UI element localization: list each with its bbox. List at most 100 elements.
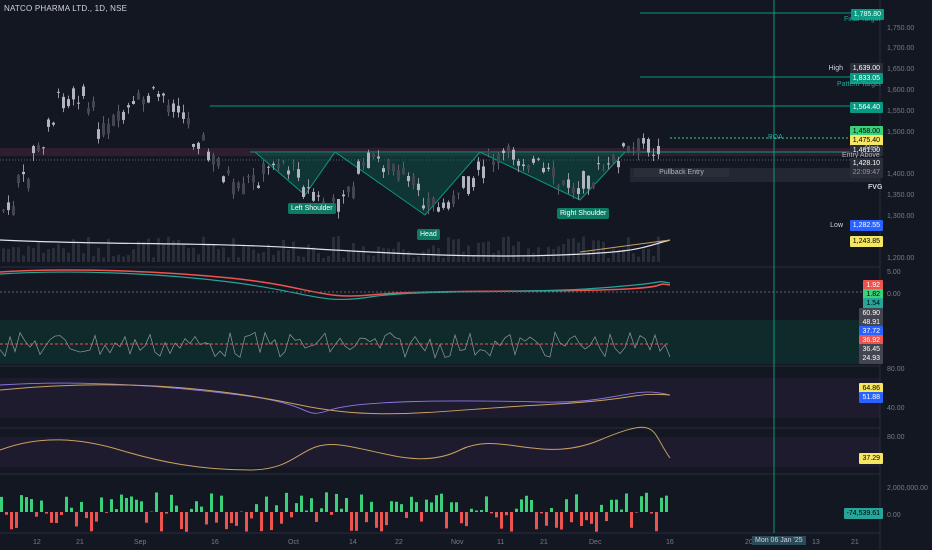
osc3-signal bbox=[0, 384, 671, 415]
candle-body bbox=[197, 142, 200, 149]
volume-bar bbox=[132, 249, 135, 262]
volume-bar bbox=[382, 247, 385, 262]
candle-body bbox=[112, 115, 115, 126]
candle-body bbox=[17, 175, 20, 184]
volume-bar bbox=[27, 245, 30, 262]
volume-bar bbox=[272, 255, 275, 262]
candle-body bbox=[157, 93, 160, 97]
pullback-entry-label: Pullback Entry bbox=[634, 168, 729, 177]
candle-body bbox=[167, 104, 170, 113]
volume-osc-bar bbox=[55, 512, 58, 523]
candle-body bbox=[477, 161, 480, 170]
candle-body bbox=[527, 165, 530, 169]
x-tick: 14 bbox=[349, 539, 357, 546]
volume-osc-bar bbox=[640, 496, 643, 512]
entry-above-label: Entry Above bbox=[842, 152, 880, 159]
volume-bar bbox=[317, 253, 320, 262]
candle-body bbox=[67, 99, 70, 107]
candle-body bbox=[297, 169, 300, 178]
candle-body bbox=[312, 191, 315, 201]
volume-osc-bar bbox=[5, 512, 8, 515]
volume-bar bbox=[442, 257, 445, 262]
volume-bar bbox=[252, 249, 255, 262]
volume-osc-bar bbox=[540, 512, 543, 514]
volume-bar bbox=[542, 256, 545, 262]
volume-osc-bar bbox=[110, 499, 113, 512]
volume-osc-bar bbox=[140, 501, 143, 512]
axis-tick: 2,000,000.00 bbox=[887, 485, 928, 492]
volume-osc-bar bbox=[20, 495, 23, 512]
candle-body bbox=[547, 167, 550, 169]
candle-body bbox=[217, 158, 220, 166]
axis-tick: 80.00 bbox=[887, 366, 905, 373]
candle-body bbox=[97, 129, 100, 139]
axis-tick: 1,350.00 bbox=[887, 192, 915, 199]
volume-bar bbox=[32, 248, 35, 262]
candle-body bbox=[472, 178, 475, 187]
candle-body bbox=[532, 158, 535, 163]
candle-body bbox=[427, 197, 430, 208]
volume-osc-bar bbox=[415, 502, 418, 512]
candle-body bbox=[27, 178, 30, 189]
volume-osc-bar bbox=[655, 512, 658, 532]
volume-osc-bar bbox=[505, 512, 508, 516]
x-tick: 11 bbox=[497, 539, 505, 546]
trend-line bbox=[579, 239, 671, 253]
osc2-band bbox=[0, 320, 880, 364]
volume-osc-bar bbox=[50, 512, 53, 523]
volume-bar bbox=[87, 236, 90, 262]
volume-osc-bar bbox=[490, 512, 493, 514]
volume-bar bbox=[237, 257, 240, 262]
volume-bar bbox=[527, 248, 530, 262]
x-tick: 22 bbox=[395, 539, 403, 546]
candle-body bbox=[162, 93, 165, 96]
candle-body bbox=[607, 163, 610, 165]
candle-body bbox=[437, 207, 440, 212]
volume-bar bbox=[222, 247, 225, 262]
volume-osc-bar bbox=[155, 492, 158, 512]
volume-osc-bar bbox=[335, 493, 338, 512]
volume-bar bbox=[652, 255, 655, 262]
candle-body bbox=[552, 167, 555, 177]
x-tick: 21 bbox=[76, 539, 84, 546]
candle-body bbox=[262, 163, 265, 175]
final-target-label: Final Target bbox=[844, 16, 881, 23]
volume-osc-bar bbox=[395, 501, 398, 512]
symbol-title[interactable]: NATCO PHARMA LTD., 1D, NSE bbox=[4, 4, 128, 13]
x-tick: 16 bbox=[211, 539, 219, 546]
candle-body bbox=[412, 176, 415, 185]
volume-osc-bar bbox=[75, 512, 78, 527]
volume-osc-bar bbox=[660, 497, 663, 512]
level-price-badge: 1,564.40 bbox=[849, 102, 883, 113]
axis-tick: 1,600.00 bbox=[887, 87, 915, 94]
candle-body bbox=[57, 91, 60, 93]
candle-body bbox=[432, 197, 435, 206]
volume-osc-bar bbox=[210, 493, 213, 512]
volume-bar bbox=[427, 248, 430, 262]
candle-body bbox=[212, 155, 215, 165]
candle-body bbox=[392, 164, 395, 172]
volume-osc-bar bbox=[25, 497, 28, 512]
candle-body bbox=[142, 99, 145, 105]
volume-osc-bar bbox=[165, 512, 168, 514]
volume-osc-bar bbox=[80, 501, 83, 512]
osc1-badge: 1.54 bbox=[863, 298, 883, 309]
volume-osc-bar bbox=[170, 494, 173, 512]
volume-osc-bar bbox=[405, 512, 408, 518]
volume-bar bbox=[547, 246, 550, 262]
volume-bar bbox=[312, 247, 315, 262]
volume-bar bbox=[562, 243, 565, 262]
volume-bar bbox=[432, 245, 435, 262]
volume-osc-bar bbox=[600, 504, 603, 512]
volume-osc-bar bbox=[615, 499, 618, 512]
volume-bar bbox=[422, 251, 425, 262]
countdown-badge: 22:09:47 bbox=[849, 167, 883, 178]
volume-bar bbox=[407, 250, 410, 262]
volume-bar bbox=[147, 238, 150, 262]
osc1-line-red bbox=[0, 269, 671, 297]
volume-bar bbox=[567, 238, 570, 262]
volume-bar bbox=[462, 251, 465, 262]
candle-body bbox=[467, 176, 470, 194]
axis-tick: 5.00 bbox=[887, 269, 901, 276]
